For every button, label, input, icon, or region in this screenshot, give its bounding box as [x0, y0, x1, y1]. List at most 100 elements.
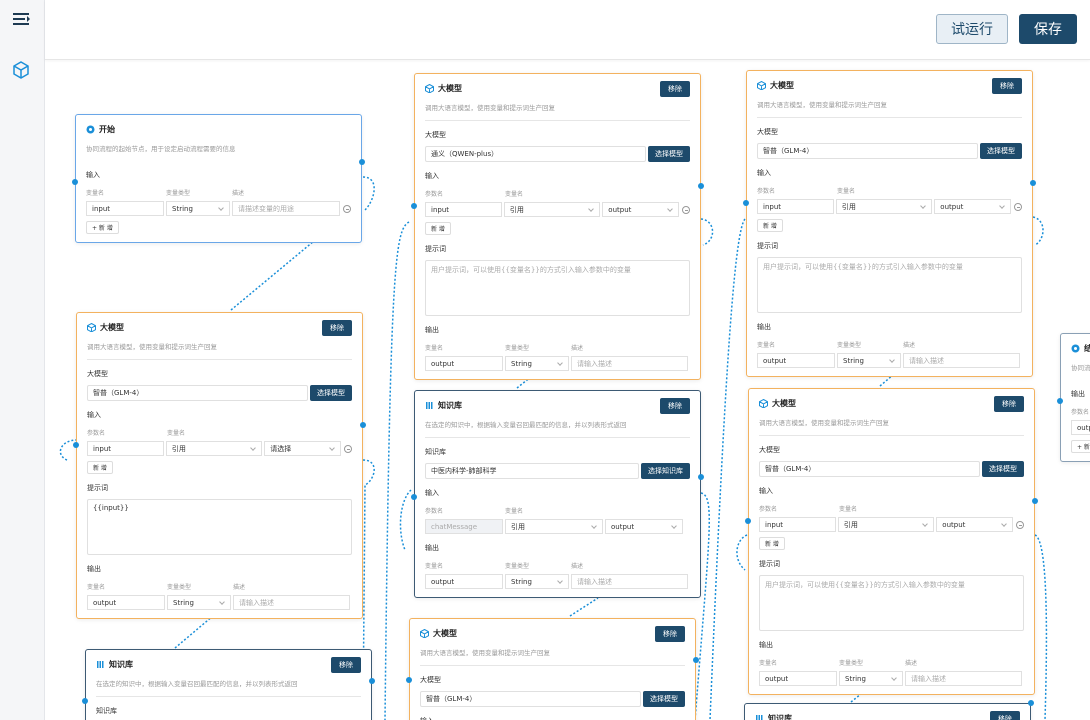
param-placeholder[interactable]: 请描述变量的用途 [232, 201, 340, 216]
param-select[interactable]: String [837, 353, 901, 368]
param-input[interactable]: output [425, 574, 503, 589]
select-button[interactable]: 选择知识库 [641, 463, 690, 479]
param-row: input String 请描述变量的用途 [86, 201, 351, 216]
remove-button[interactable]: 移除 [994, 395, 1024, 412]
add-button[interactable]: 新 增 [425, 222, 451, 235]
remove-button[interactable]: 移除 [992, 77, 1022, 94]
param-placeholder[interactable]: 请输入描述 [903, 353, 1020, 368]
port [693, 656, 699, 663]
param-input[interactable]: input [759, 517, 836, 532]
param-select[interactable]: 引用 [165, 441, 263, 456]
remove-row-icon[interactable] [343, 204, 351, 213]
remove-button[interactable]: 移除 [655, 625, 685, 642]
select-button[interactable]: 选择模型 [643, 691, 685, 707]
param-placeholder[interactable]: 请输入描述 [905, 671, 1022, 686]
select-button[interactable]: 选择模型 [648, 146, 690, 162]
remove-row-icon[interactable] [1016, 520, 1025, 529]
section-label: 输出 [759, 641, 773, 649]
select-value[interactable]: 智普（GLM-4） [757, 143, 978, 159]
select-value[interactable]: 智普（GLM-4） [420, 691, 641, 707]
node-icon [426, 402, 433, 409]
column-header: 描述 [905, 660, 918, 667]
param-select[interactable]: String [166, 201, 230, 216]
param-input[interactable]: output [1071, 420, 1090, 435]
select-button[interactable]: 选择模型 [980, 143, 1022, 159]
end-node[interactable]: 结束协同流程的结束节点输出参数名 output + 新 增 [1060, 333, 1090, 462]
param-select[interactable]: output [602, 202, 680, 217]
kb-node[interactable]: 知识库移除在选定的知识中，根据输入变量召回最匹配的信息，并以列表形式返回知识库中… [85, 649, 372, 720]
save-button[interactable]: 保存 [1019, 14, 1077, 44]
start-node[interactable]: 开始 协同流程的起始节点，用于设定启动流程需要的信息 输入 变量名 变量类型 描述 inpu… [75, 114, 362, 243]
param-select[interactable]: String [167, 595, 231, 610]
add-button[interactable]: + 新 增 [1071, 440, 1090, 453]
param-input[interactable]: input [425, 202, 502, 217]
remove-row-icon[interactable] [682, 205, 691, 214]
llm-node[interactable]: 大模型 移除 调用大语言模型，使用变量和提示词生产回复 大模型 通义（QWEN-plus… [414, 73, 701, 380]
param-select[interactable]: 请选择 [264, 441, 342, 456]
prompt-textarea[interactable]: 用户提示词，可以使用{{变量名}}的方式引入输入参数中的变量 [757, 257, 1022, 313]
prompt-textarea[interactable]: {{input}} [87, 499, 352, 555]
trial-run-button[interactable]: 试运行 [936, 14, 1008, 44]
kb-node[interactable]: 知识库移除在选定的知识中，根据输入变量召回最匹配的信息，并以列表形式返回知识库中… [414, 390, 701, 598]
select-value[interactable]: 智普（GLM-4） [87, 385, 308, 401]
column-headers: 变量名 变量类型 描述 [87, 582, 352, 591]
param-placeholder[interactable]: 请输入描述 [233, 595, 350, 610]
column-header: 变量类型 [837, 342, 862, 349]
param-input[interactable]: output [425, 356, 503, 371]
remove-button[interactable]: 移除 [322, 319, 352, 336]
add-button[interactable]: 新 增 [87, 461, 113, 474]
llm-node[interactable]: 大模型 移除 调用大语言模型，使用变量和提示词生产回复 大模型 智普（GLM-4） 选择模… [409, 618, 696, 720]
node-title: 大模型 [433, 629, 457, 638]
param-input[interactable]: input [87, 441, 164, 456]
section-label: 知识库 [425, 448, 446, 456]
column-header: 描述 [571, 345, 584, 352]
param-input[interactable]: input [757, 199, 834, 214]
prompt-textarea[interactable]: 用户提示词，可以使用{{变量名}}的方式引入输入参数中的变量 [759, 575, 1024, 631]
remove-row-icon[interactable] [344, 444, 353, 453]
llm-node[interactable]: 大模型 移除 调用大语言模型，使用变量和提示词生产回复 大模型 智普（GLM-4） 选择模… [748, 388, 1035, 695]
section-label: 知识库 [96, 707, 117, 715]
node-title: 大模型 [100, 323, 124, 332]
field: 智普（GLM-4） 选择模型 [759, 461, 1024, 477]
param-placeholder[interactable]: 请输入描述 [571, 574, 688, 589]
llm-node[interactable]: 大模型 移除 调用大语言模型，使用变量和提示词生产回复 大模型 智普（GLM-4） 选择模… [76, 312, 363, 619]
param-placeholder[interactable]: 请输入描述 [571, 356, 688, 371]
param-select[interactable]: output [936, 517, 1014, 532]
select-value[interactable]: 智普（GLM-4） [759, 461, 980, 477]
param-input[interactable]: output [757, 353, 835, 368]
param-input[interactable]: input [86, 201, 164, 216]
node-title: 大模型 [770, 81, 794, 90]
select-button[interactable]: 选择模型 [982, 461, 1024, 477]
node-icon [425, 84, 434, 93]
param-select[interactable]: 引用 [837, 517, 935, 532]
param-select[interactable]: output [605, 519, 683, 534]
kb-node[interactable]: 知识库 移除 [744, 703, 1031, 720]
select-value[interactable]: 通义（QWEN-plus） [425, 146, 646, 162]
remove-button[interactable]: 移除 [990, 710, 1020, 720]
node-title: 知识库 [109, 660, 133, 669]
select-button[interactable]: 选择模型 [310, 385, 352, 401]
param-select[interactable]: output [934, 199, 1012, 214]
param-select[interactable]: 引用 [503, 202, 601, 217]
select-value[interactable]: 中医内科学-肺部科学 [425, 463, 639, 479]
param-select[interactable]: String [505, 574, 569, 589]
section-label: 输入 [425, 489, 439, 497]
port [369, 678, 375, 684]
param-select[interactable]: 引用 [505, 519, 603, 534]
add-button[interactable]: 新 增 [759, 537, 785, 550]
field: 智普（GLM-4） 选择模型 [87, 385, 352, 401]
param-input[interactable]: output [87, 595, 165, 610]
param-select[interactable]: String [505, 356, 569, 371]
remove-button[interactable]: 移除 [331, 656, 361, 673]
remove-button[interactable]: 移除 [660, 397, 690, 414]
remove-button[interactable]: 移除 [660, 80, 690, 97]
prompt-textarea[interactable]: 用户提示词，可以使用{{变量名}}的方式引入输入参数中的变量 [425, 260, 690, 316]
param-row: input 引用 请选择 [87, 441, 353, 456]
llm-node[interactable]: 大模型 移除 调用大语言模型，使用变量和提示词生产回复 大模型 智普（GLM-4） 选择模… [746, 70, 1033, 377]
param-input[interactable]: output [759, 671, 837, 686]
add-button[interactable]: + 新 增 [86, 221, 119, 234]
param-select[interactable]: String [839, 671, 903, 686]
remove-row-icon[interactable] [1014, 202, 1023, 211]
add-button[interactable]: 新 增 [757, 219, 783, 232]
param-select[interactable]: 引用 [835, 199, 933, 214]
